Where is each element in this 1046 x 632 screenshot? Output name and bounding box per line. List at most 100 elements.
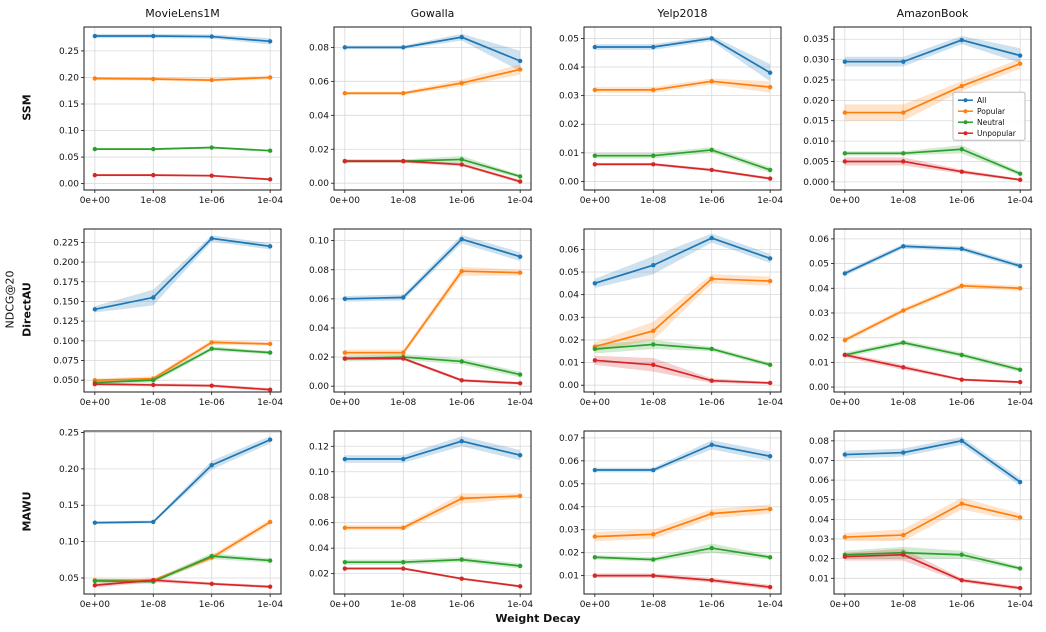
- chart-canvas: 0.050 0.075 0.100 0.125 0.150 0.175 0.200 0.225…: [53, 228, 283, 408]
- svg-text:1e-04: 1e-04: [507, 398, 533, 408]
- svg-text:0.04: 0.04: [559, 291, 579, 301]
- svg-text:0.04: 0.04: [809, 284, 829, 294]
- svg-text:0.06: 0.06: [309, 77, 329, 87]
- svg-text:0.01: 0.01: [809, 358, 829, 368]
- svg-text:1e-04: 1e-04: [757, 398, 783, 408]
- svg-text:1e-08: 1e-08: [890, 398, 916, 408]
- legend: All Popular Neutral Unpopular: [952, 91, 1026, 141]
- svg-text:0.06: 0.06: [559, 245, 579, 255]
- svg-text:0.225: 0.225: [53, 238, 79, 248]
- row-label-mawu: MAWU: [20, 491, 34, 532]
- subplot-directau-amazonbook: 0.00 0.01 0.02 0.03 0.04 0.05 0.06 0e+00 1e-08 1e…: [788, 208, 1038, 410]
- svg-text:0.04: 0.04: [309, 111, 329, 121]
- svg-text:0.05: 0.05: [559, 480, 579, 490]
- svg-text:0.06: 0.06: [309, 295, 329, 305]
- svg-text:1e-08: 1e-08: [140, 398, 166, 408]
- svg-text:All: All: [977, 96, 986, 105]
- svg-text:0e+00: 0e+00: [80, 196, 111, 206]
- svg-text:0.07: 0.07: [809, 456, 829, 466]
- svg-text:Neutral: Neutral: [977, 118, 1005, 127]
- svg-text:0.00: 0.00: [809, 383, 829, 393]
- svg-text:0e+00: 0e+00: [330, 398, 361, 408]
- svg-text:0.02: 0.02: [559, 549, 579, 559]
- svg-text:0.000: 0.000: [803, 178, 829, 188]
- svg-text:0.00: 0.00: [59, 180, 79, 190]
- svg-text:0.08: 0.08: [309, 493, 329, 503]
- row-label-directau: DirectAU: [20, 282, 34, 337]
- svg-text:1e-08: 1e-08: [640, 196, 666, 206]
- svg-text:0.02: 0.02: [809, 555, 829, 565]
- svg-text:1e-06: 1e-06: [199, 398, 225, 408]
- column-title: [584, 208, 781, 224]
- svg-text:0.010: 0.010: [803, 137, 829, 147]
- svg-text:1e-04: 1e-04: [257, 600, 283, 610]
- svg-text:Unpopular: Unpopular: [977, 129, 1017, 138]
- svg-text:0.125: 0.125: [53, 317, 79, 327]
- svg-text:0.05: 0.05: [559, 34, 579, 44]
- svg-text:0.02: 0.02: [309, 145, 329, 155]
- svg-text:0.08: 0.08: [309, 266, 329, 276]
- svg-text:0e+00: 0e+00: [330, 600, 361, 610]
- svg-text:0e+00: 0e+00: [330, 196, 361, 206]
- svg-text:0.02: 0.02: [559, 120, 579, 130]
- chart-canvas: 0.00 0.01 0.02 0.03 0.04 0.05 0.06 0e+00 1e-08 1e…: [809, 228, 1033, 408]
- subplot-ssm-yelp2018: Yelp2018 0.00 0.01 0.02 0.03 0.04 0.05 0e+00 1e-…: [538, 6, 788, 208]
- svg-text:1e-08: 1e-08: [140, 196, 166, 206]
- svg-text:0.25: 0.25: [59, 428, 79, 438]
- svg-text:0.10: 0.10: [59, 538, 79, 548]
- svg-text:1e-06: 1e-06: [449, 600, 475, 610]
- svg-text:0.20: 0.20: [59, 465, 79, 475]
- chart-canvas: 0.00 0.01 0.02 0.03 0.04 0.05 0.06 0e+00 1e-08 1e…: [559, 228, 783, 408]
- chart-canvas: 0.00 0.02 0.04 0.06 0.08 0.10 0e+00 1e-08 1e-06 1…: [309, 228, 533, 408]
- svg-text:1e-08: 1e-08: [390, 398, 416, 408]
- svg-text:0.02: 0.02: [809, 334, 829, 344]
- svg-text:0.200: 0.200: [53, 258, 79, 268]
- svg-text:0.06: 0.06: [309, 519, 329, 529]
- chart-canvas: 0.000 0.005 0.010 0.015 0.020 0.025 0.030 0.035…: [803, 26, 1033, 206]
- svg-text:0.03: 0.03: [559, 92, 579, 102]
- svg-text:1e-04: 1e-04: [757, 600, 783, 610]
- svg-text:0.08: 0.08: [809, 437, 829, 447]
- svg-text:1e-08: 1e-08: [890, 600, 916, 610]
- svg-text:0.25: 0.25: [59, 47, 79, 57]
- chart-canvas: 0.01 0.02 0.03 0.04 0.05 0.06 0.07 0e+00 1e-08 1e…: [559, 430, 783, 610]
- svg-text:0.00: 0.00: [309, 382, 329, 392]
- svg-text:0.005: 0.005: [803, 157, 829, 167]
- svg-text:0.06: 0.06: [809, 235, 829, 245]
- svg-text:0.06: 0.06: [809, 476, 829, 486]
- svg-text:0.02: 0.02: [309, 353, 329, 363]
- column-title: [584, 410, 781, 426]
- svg-text:0.00: 0.00: [559, 381, 579, 391]
- svg-text:0.01: 0.01: [559, 149, 579, 159]
- svg-text:Popular: Popular: [977, 107, 1006, 116]
- column-title: MovieLens1M: [145, 7, 220, 20]
- svg-text:1e-04: 1e-04: [1007, 600, 1033, 610]
- y-axis-label: NDCG@20: [3, 270, 17, 329]
- svg-text:0.04: 0.04: [309, 324, 329, 334]
- column-title: [334, 208, 531, 224]
- subplot-grid: MovieLens1M 0.00 0.05 0.10 0.15 0.20 0.25 0e+00…: [38, 6, 1038, 612]
- svg-text:0.04: 0.04: [809, 515, 829, 525]
- svg-text:1e-08: 1e-08: [890, 196, 916, 206]
- column-title: Yelp2018: [657, 7, 708, 20]
- svg-text:0.030: 0.030: [803, 56, 829, 66]
- svg-text:0.05: 0.05: [809, 496, 829, 506]
- svg-text:0e+00: 0e+00: [580, 600, 611, 610]
- column-title: [834, 410, 1031, 426]
- subplot-directau-gowalla: 0.00 0.02 0.04 0.06 0.08 0.10 0e+00 1e-08 1e-06 1…: [288, 208, 538, 410]
- svg-text:0.175: 0.175: [53, 278, 79, 288]
- svg-text:1e-06: 1e-06: [949, 196, 975, 206]
- chart-canvas: 0.05 0.10 0.15 0.20 0.25 0e+00 1e-08 1e-06 1e-04: [59, 428, 283, 610]
- svg-text:1e-04: 1e-04: [257, 398, 283, 408]
- column-title: AmazonBook: [896, 7, 969, 20]
- svg-text:0.15: 0.15: [59, 100, 79, 110]
- svg-text:1e-08: 1e-08: [390, 196, 416, 206]
- subplot-mawu-movielens1m: 0.05 0.10 0.15 0.20 0.25 0e+00 1e-08 1e-06 1e-04: [38, 410, 288, 612]
- svg-text:1e-04: 1e-04: [507, 196, 533, 206]
- svg-text:0.01: 0.01: [559, 359, 579, 369]
- column-title: [84, 410, 281, 426]
- svg-text:0.07: 0.07: [559, 434, 579, 444]
- svg-text:0.01: 0.01: [809, 574, 829, 584]
- svg-text:0e+00: 0e+00: [830, 196, 861, 206]
